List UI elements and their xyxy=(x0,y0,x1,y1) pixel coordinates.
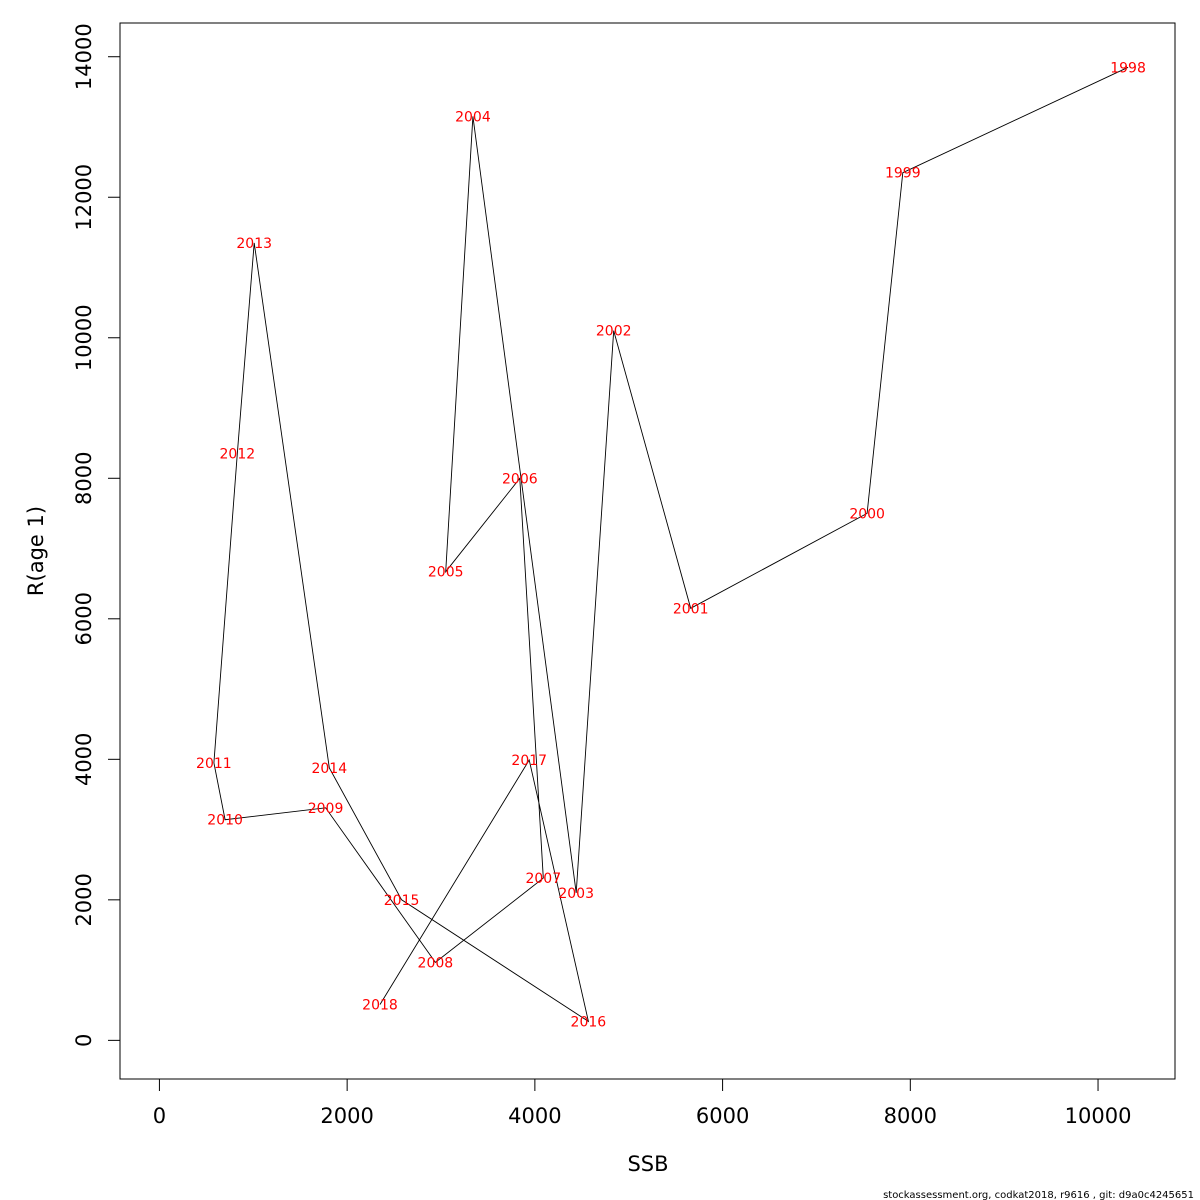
point-label-2011: 2011 xyxy=(196,756,232,772)
y-axis: 0 2000 4000 6000 8000 10000 12000 14000 xyxy=(72,23,121,1047)
x-tick-label: 10000 xyxy=(1065,1104,1132,1128)
y-tick-label: 4000 xyxy=(72,733,96,786)
point-label-2007: 2007 xyxy=(525,871,561,887)
point-label-2010: 2010 xyxy=(207,813,243,829)
y-tick-label: 8000 xyxy=(72,452,96,505)
point-label-2014: 2014 xyxy=(311,761,347,777)
y-tick-label: 0 xyxy=(72,1034,96,1047)
point-label-2012: 2012 xyxy=(220,447,256,463)
x-tick-label: 6000 xyxy=(696,1104,749,1128)
point-label-2009: 2009 xyxy=(308,801,344,817)
x-tick-label: 8000 xyxy=(884,1104,937,1128)
x-axis: 0 2000 4000 6000 8000 10000 xyxy=(153,1078,1132,1128)
point-label-2013: 2013 xyxy=(236,236,272,252)
point-label-2008: 2008 xyxy=(418,955,454,971)
point-label-2017: 2017 xyxy=(511,753,547,769)
x-axis-title: SSB xyxy=(627,1152,668,1176)
point-label-2018: 2018 xyxy=(362,998,398,1014)
point-label-2006: 2006 xyxy=(502,471,538,487)
x-tick-label: 0 xyxy=(153,1104,166,1128)
x-tick-label: 4000 xyxy=(508,1104,561,1128)
y-tick-label: 14000 xyxy=(72,23,96,90)
point-label-2005: 2005 xyxy=(428,565,464,581)
point-label-2004: 2004 xyxy=(455,109,491,125)
point-label-2002: 2002 xyxy=(596,324,632,340)
point-label-2001: 2001 xyxy=(673,601,709,617)
footer-text: stockassessment.org, codkat2018, r9616 ,… xyxy=(883,1190,1194,1200)
y-tick-label: 10000 xyxy=(72,304,96,371)
point-labels: 1998 1999 2000 2001 2002 2003 2004 2005 2006 2007… xyxy=(196,60,1146,1030)
point-label-2016: 2016 xyxy=(571,1014,607,1030)
y-axis-title: R(age 1) xyxy=(24,506,48,596)
point-label-2015: 2015 xyxy=(384,893,420,909)
y-tick-label: 12000 xyxy=(72,164,96,231)
y-tick-label: 6000 xyxy=(72,592,96,645)
series-line xyxy=(213,66,1129,1023)
point-label-1999: 1999 xyxy=(885,166,921,182)
x-tick-label: 2000 xyxy=(320,1104,373,1128)
point-label-2000: 2000 xyxy=(849,506,885,522)
point-label-2003: 2003 xyxy=(558,886,594,902)
y-tick-label: 2000 xyxy=(72,873,96,926)
plot-frame xyxy=(119,22,1176,1080)
point-label-1998: 1998 xyxy=(1110,60,1146,76)
